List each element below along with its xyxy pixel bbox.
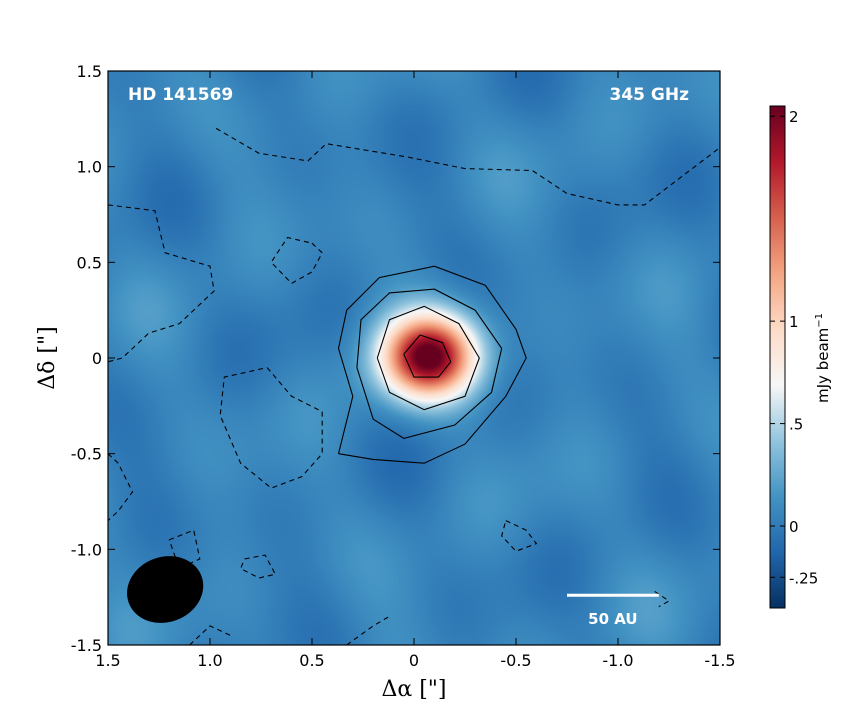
x-tick-label: -0.5	[500, 651, 531, 670]
colorbar: 2 1 .5 0 -.25 mJy beam−1	[769, 105, 832, 609]
y-tick-label: -0.5	[71, 445, 102, 464]
contour-dashed	[215, 127, 720, 206]
y-axis-label: Δδ ["]	[35, 326, 60, 389]
beam-layer	[127, 556, 204, 623]
contour-dashed	[239, 554, 277, 579]
contour-layer	[108, 127, 720, 645]
contour-dashed	[501, 520, 538, 552]
contour-dashed	[270, 236, 323, 285]
y-tick-label: 0	[92, 349, 102, 368]
colorbar-frame	[769, 105, 786, 609]
x-tick-label: 0.5	[299, 651, 324, 670]
y-tick-label: 1.5	[77, 62, 102, 81]
x-tick-label: -1.0	[602, 651, 633, 670]
colorbar-tick-label: .5	[789, 416, 803, 434]
x-tick-label: 1.5	[95, 651, 120, 670]
x-tick-label: 1.0	[197, 651, 222, 670]
axis-ticks: 1.5 1.0 0.5 0 -0.5 -1.0 -1.51.51.00.50-0.5-1.0…	[71, 62, 736, 670]
beam-ellipse	[127, 556, 204, 623]
contour-dashed	[108, 453, 134, 522]
y-tick-label: -1.5	[71, 636, 102, 655]
plot-area: HD 141569 345 GHz 50 AU 1.5 1.0 0.5 0 -0.5 -1…	[71, 62, 736, 670]
contour-dashed	[189, 625, 231, 645]
contour-dashed	[346, 615, 390, 645]
contour-solid	[403, 334, 452, 378]
colorbar-gradient	[770, 106, 785, 608]
colorbar-tick-label: 2	[789, 108, 799, 126]
scale-bar-label: 50 AU	[588, 610, 637, 628]
contour-solid	[356, 288, 503, 439]
contour-dashed	[168, 529, 201, 570]
colorbar-ticks: 2 1 .5 0 -.25	[770, 108, 818, 587]
colorbar-label: mJy beam−1	[814, 313, 832, 403]
contour-dashed	[219, 367, 323, 489]
frequency-label: 345 GHz	[610, 85, 690, 105]
colorbar-tick-label: 1	[789, 313, 799, 331]
x-tick-label: 0	[409, 651, 419, 670]
contour-dashed	[108, 204, 215, 363]
colorbar-tick-label: -.25	[789, 569, 818, 587]
y-tick-label: 1.0	[77, 158, 102, 177]
contour-solid	[337, 265, 527, 464]
x-tick-label: -1.5	[704, 651, 735, 670]
contour-solid	[376, 305, 480, 411]
target-label: HD 141569	[128, 85, 233, 105]
y-tick-label: 0.5	[77, 253, 102, 272]
x-axis-label: Δα ["]	[381, 677, 446, 702]
y-tick-label: -1.0	[71, 540, 102, 559]
colorbar-tick-label: 0	[789, 518, 799, 536]
heatmap-image	[108, 71, 720, 645]
